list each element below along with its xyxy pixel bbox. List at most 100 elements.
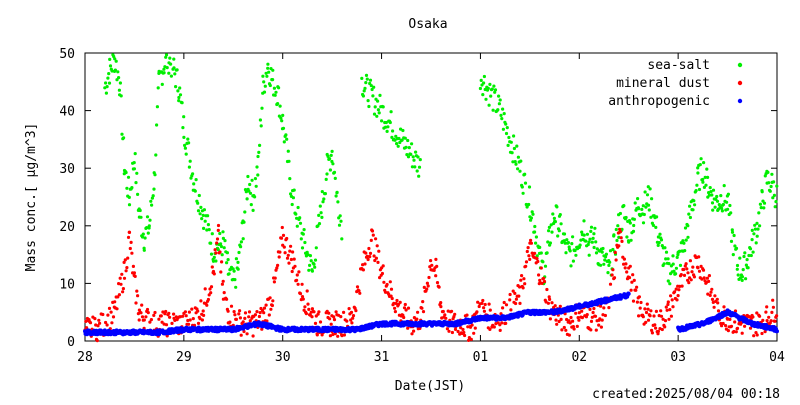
- mineral-dust-point: [628, 264, 632, 268]
- mineral-dust-point: [239, 333, 243, 337]
- mineral-dust-point: [755, 311, 759, 315]
- mineral-dust-point: [232, 310, 236, 314]
- mineral-dust-point: [632, 278, 636, 282]
- sea-salt-point: [191, 172, 195, 176]
- sea-salt-point: [663, 246, 667, 250]
- mineral-dust-point: [554, 318, 558, 322]
- mineral-dust-point: [122, 276, 127, 280]
- mineral-dust-point: [754, 331, 758, 335]
- mineral-dust-point: [481, 298, 485, 303]
- sea-salt-point: [625, 235, 629, 239]
- sea-salt-point: [236, 260, 240, 264]
- sea-salt-point: [221, 236, 225, 240]
- sea-salt-point: [406, 155, 411, 159]
- sea-salt-point: [742, 254, 746, 259]
- sea-salt-point: [321, 200, 325, 204]
- mineral-dust-point: [488, 327, 492, 331]
- mineral-dust-point: [773, 319, 777, 323]
- sea-salt-point: [219, 242, 223, 246]
- mineral-dust-point: [310, 315, 314, 319]
- sea-salt-point: [672, 269, 676, 273]
- sea-salt-point: [234, 257, 238, 261]
- mineral-dust-point: [216, 228, 220, 232]
- anthropogenic-point: [626, 291, 631, 296]
- mineral-dust-point: [752, 334, 756, 338]
- mineral-dust-point: [345, 319, 349, 323]
- mineral-dust-point: [434, 257, 438, 261]
- sea-salt-point: [399, 127, 403, 131]
- sea-salt-point: [370, 87, 374, 92]
- sea-salt-point: [318, 204, 322, 208]
- sea-salt-point: [140, 235, 145, 239]
- sea-salt-point: [206, 223, 210, 227]
- mineral-dust-point: [215, 241, 219, 245]
- mineral-dust-point: [245, 332, 249, 336]
- mineral-dust-point: [498, 328, 502, 332]
- sea-salt-point: [227, 272, 231, 276]
- sea-salt-point: [376, 99, 380, 103]
- anthropogenic-point: [775, 329, 779, 334]
- mineral-dust-point: [671, 305, 675, 309]
- sea-salt-point: [210, 232, 214, 236]
- mineral-dust-point: [183, 310, 187, 314]
- sea-salt-point: [196, 209, 201, 213]
- mineral-dust-point: [210, 265, 214, 269]
- mineral-dust-point: [111, 315, 116, 319]
- sea-salt-point: [251, 208, 255, 212]
- sea-salt-point: [755, 221, 759, 225]
- mineral-dust-point: [443, 313, 447, 317]
- mineral-dust-point: [253, 313, 257, 317]
- mineral-dust-point: [364, 251, 368, 255]
- mineral-dust-point: [328, 334, 332, 338]
- mineral-dust-point: [126, 256, 130, 260]
- mineral-dust-point: [590, 315, 594, 319]
- sea-salt-point: [328, 168, 332, 172]
- mineral-dust-point: [650, 331, 655, 335]
- sea-salt-point: [692, 199, 696, 203]
- sea-salt-point: [649, 215, 653, 219]
- sea-salt-point: [682, 241, 686, 245]
- sea-salt-point: [506, 143, 510, 147]
- sea-salt-point: [404, 145, 408, 149]
- sea-salt-point: [314, 246, 318, 250]
- sea-salt-point: [414, 150, 418, 154]
- sea-salt-point: [286, 149, 290, 153]
- sea-salt-point: [285, 137, 289, 141]
- mineral-dust-point: [313, 321, 318, 325]
- sea-salt-point: [199, 205, 203, 209]
- sea-salt-point: [730, 230, 735, 234]
- sea-salt-point: [164, 55, 168, 59]
- mineral-dust-point: [699, 264, 703, 268]
- mineral-dust-point: [383, 290, 388, 294]
- mineral-dust-point: [453, 327, 458, 331]
- sea-salt-point: [134, 181, 138, 185]
- sea-salt-point: [369, 84, 373, 88]
- mineral-dust-point: [205, 303, 209, 307]
- mineral-dust-point: [502, 300, 506, 305]
- mineral-dust-point: [509, 308, 513, 312]
- mineral-dust-point: [733, 309, 738, 313]
- mineral-dust-point: [557, 319, 561, 324]
- mineral-dust-point: [571, 319, 575, 323]
- mineral-dust-point: [709, 290, 713, 294]
- mineral-dust-point: [688, 259, 693, 263]
- sea-salt-point: [164, 53, 169, 57]
- sea-salt-point: [743, 251, 747, 255]
- mineral-dust-point: [416, 310, 420, 314]
- mineral-dust-point: [702, 276, 706, 280]
- mineral-dust-point: [95, 339, 99, 343]
- sea-salt-point: [662, 262, 666, 266]
- sea-salt-point: [125, 186, 129, 190]
- mineral-dust-point: [329, 322, 333, 326]
- mineral-dust-point: [334, 310, 338, 314]
- sea-salt-point: [214, 259, 218, 263]
- mineral-dust-point: [548, 297, 552, 301]
- sea-salt-point: [124, 170, 128, 175]
- sea-salt-point: [710, 201, 715, 205]
- sea-salt-point: [590, 240, 594, 244]
- mineral-dust-point: [646, 318, 651, 322]
- sea-salt-point: [265, 74, 269, 78]
- mineral-dust-point: [243, 311, 248, 315]
- sea-salt-point: [511, 134, 516, 138]
